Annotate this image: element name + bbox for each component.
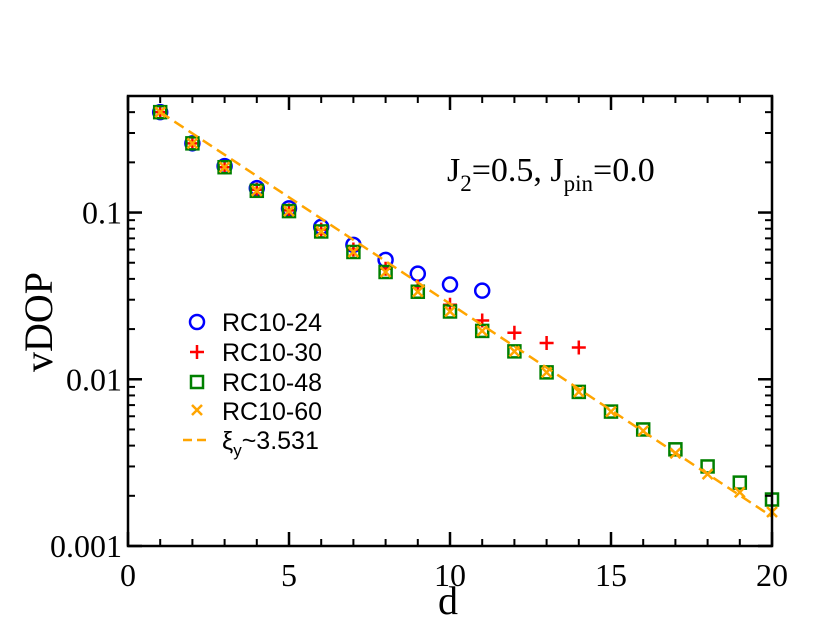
- data-point-square: [635, 422, 651, 437]
- y-tick-label: 0.001: [50, 528, 122, 564]
- legend-item-rc10-48: RC10-48: [189, 369, 322, 397]
- legend-marker-plus: [190, 345, 204, 359]
- data-point-square: [378, 264, 393, 280]
- data-point-square: [442, 304, 458, 319]
- annotation-sub1: 2: [460, 171, 472, 196]
- data-point-x: [315, 225, 328, 238]
- series-rc10-48: [152, 104, 780, 507]
- data-point-x: [572, 386, 585, 398]
- data-point-x: [218, 161, 231, 174]
- annotation-tail: =0.0: [593, 152, 655, 189]
- ticks-layer: 0 5 10 15 20 0.001 0.01 0.1: [50, 95, 788, 593]
- annotation-mid: =0.5, J: [472, 152, 564, 189]
- legend-item-rc10-60: RC10-60: [191, 398, 322, 426]
- annotation-sub2: pin: [564, 171, 594, 196]
- data-point-plus: [507, 325, 522, 340]
- legend-marker-x: [191, 404, 203, 416]
- data-point-circle: [473, 282, 491, 299]
- series-rc10-24: [151, 103, 491, 299]
- data-point-square: [668, 442, 683, 457]
- data-point-x: [250, 184, 263, 197]
- data-point-x: [444, 305, 456, 318]
- data-point-circle: [441, 276, 459, 293]
- y-axis-label: vDOP: [16, 272, 61, 372]
- parameter-annotation: J2=0.5, Jpin=0.0: [447, 152, 655, 196]
- legend-marker-square: [189, 374, 205, 390]
- data-point-x: [186, 137, 199, 150]
- data-point-x: [733, 486, 746, 499]
- data-point-square: [217, 159, 232, 175]
- fit-line: [159, 111, 773, 518]
- legend-marker-circle: [188, 313, 206, 331]
- data-point-plus: [539, 336, 554, 351]
- data-point-x: [411, 285, 424, 298]
- legend-item-rc10-24: RC10-24: [188, 309, 322, 337]
- x-tick-label: 20: [756, 557, 788, 593]
- x-tick-label: 10: [434, 557, 466, 593]
- y-tick-label: 0.1: [82, 195, 122, 231]
- data-point-x: [476, 325, 489, 337]
- fit-label-tail: ~3.531: [242, 427, 319, 455]
- data-point-square: [249, 183, 265, 199]
- fit-label-main: ξ: [222, 427, 233, 455]
- data-point-square: [603, 404, 619, 419]
- x-tick-label: 15: [595, 557, 627, 593]
- legend-item-fit: ξy~3.531: [183, 427, 319, 460]
- data-point-square: [571, 384, 587, 400]
- data-point-square: [410, 284, 426, 299]
- annotation-main: J: [447, 152, 460, 189]
- data-point-square: [474, 323, 490, 339]
- y-tick-label: 0.01: [66, 361, 122, 397]
- data-point-square: [152, 104, 168, 120]
- legend-label-rc10-48: RC10-48: [222, 369, 322, 397]
- data-point-square: [732, 475, 748, 490]
- data-point-square: [346, 244, 361, 260]
- data-point-square: [185, 136, 200, 151]
- x-tick-label: 0: [120, 557, 136, 593]
- data-point-x: [379, 266, 392, 278]
- x-axis-label: d: [438, 578, 458, 623]
- legend-label-fit: ξy~3.531: [222, 427, 319, 460]
- data-point-x: [347, 246, 360, 258]
- plot-layer: [151, 103, 780, 518]
- data-point-x: [283, 205, 295, 217]
- data-point-square: [281, 203, 297, 219]
- data-point-square: [313, 224, 329, 239]
- fit-label-sub: y: [233, 441, 242, 460]
- data-point-circle: [409, 265, 427, 282]
- data-point-plus: [571, 340, 586, 355]
- legend-label-rc10-30: RC10-30: [222, 339, 322, 367]
- legend-label-rc10-24: RC10-24: [222, 309, 322, 337]
- series-rc10-30: [153, 105, 586, 355]
- x-tick-label: 5: [281, 557, 297, 593]
- legend: RC10-24 RC10-30 RC10-48 RC10-60 ξy~3.531: [183, 309, 322, 460]
- legend-item-rc10-30: RC10-30: [190, 339, 322, 367]
- legend-label-rc10-60: RC10-60: [222, 398, 322, 426]
